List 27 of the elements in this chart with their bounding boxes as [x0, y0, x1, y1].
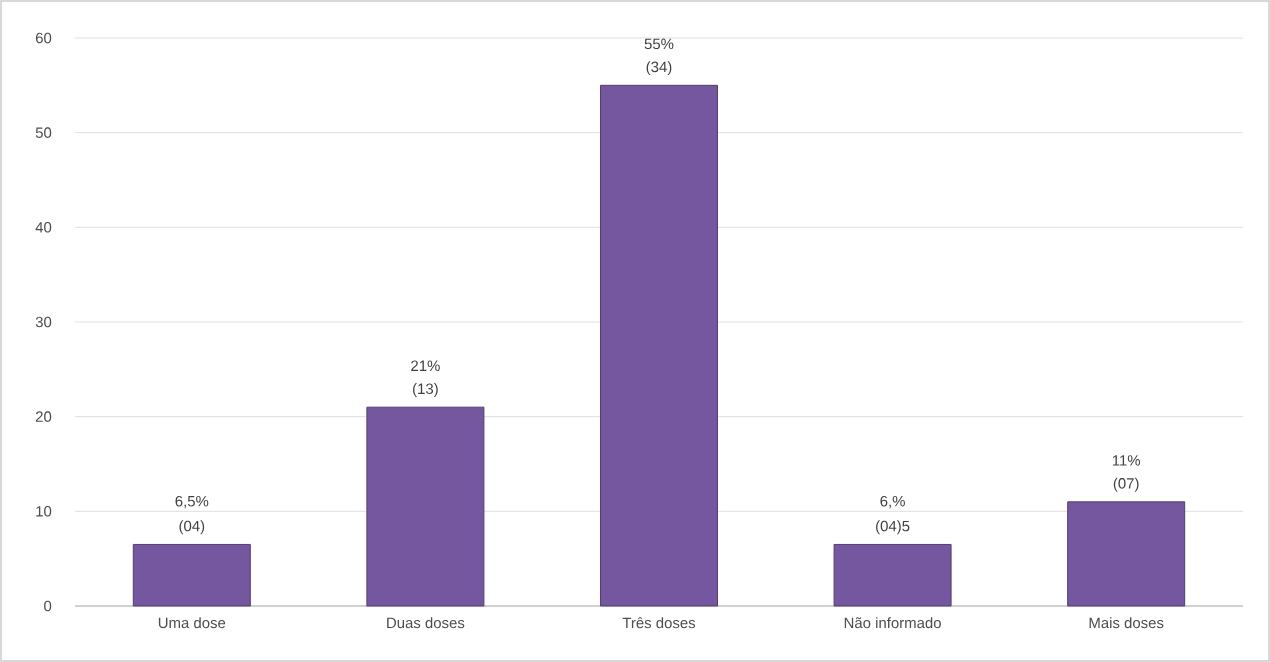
annotation: (04) — [179, 520, 205, 535]
annotation: (04)5 — [876, 520, 910, 535]
data-label: 6,% — [880, 495, 905, 509]
y-tick-label: 60 — [35, 32, 52, 44]
y-tick-label: 50 — [35, 127, 52, 138]
data-label: 21% — [411, 360, 440, 371]
bar — [366, 406, 485, 607]
data-label: 55% — [644, 38, 674, 50]
y-tick-label: 20 — [35, 411, 52, 422]
annotation: (07) — [1113, 477, 1139, 492]
annotation: (13) — [413, 383, 438, 397]
y-tick-label: 10 — [36, 506, 52, 517]
x-tick-label: Três doses — [622, 617, 696, 629]
bar — [599, 84, 718, 607]
x-tick-label: Mais doses — [1089, 617, 1164, 629]
bar — [1067, 501, 1186, 607]
bar — [132, 543, 251, 607]
y-tick-label: 30 — [35, 316, 52, 328]
y-tick-label: 0 — [44, 600, 52, 612]
data-label: 6,5% — [175, 495, 209, 509]
x-tick-label: Não informado — [844, 617, 941, 629]
annotation: (34) — [646, 61, 672, 76]
y-tick-label: 40 — [35, 222, 52, 233]
x-tick-label: Duas doses — [387, 617, 465, 629]
x-tick-label: Uma dose — [158, 617, 226, 629]
data-label: 11% — [1112, 455, 1141, 466]
bar — [833, 543, 952, 607]
